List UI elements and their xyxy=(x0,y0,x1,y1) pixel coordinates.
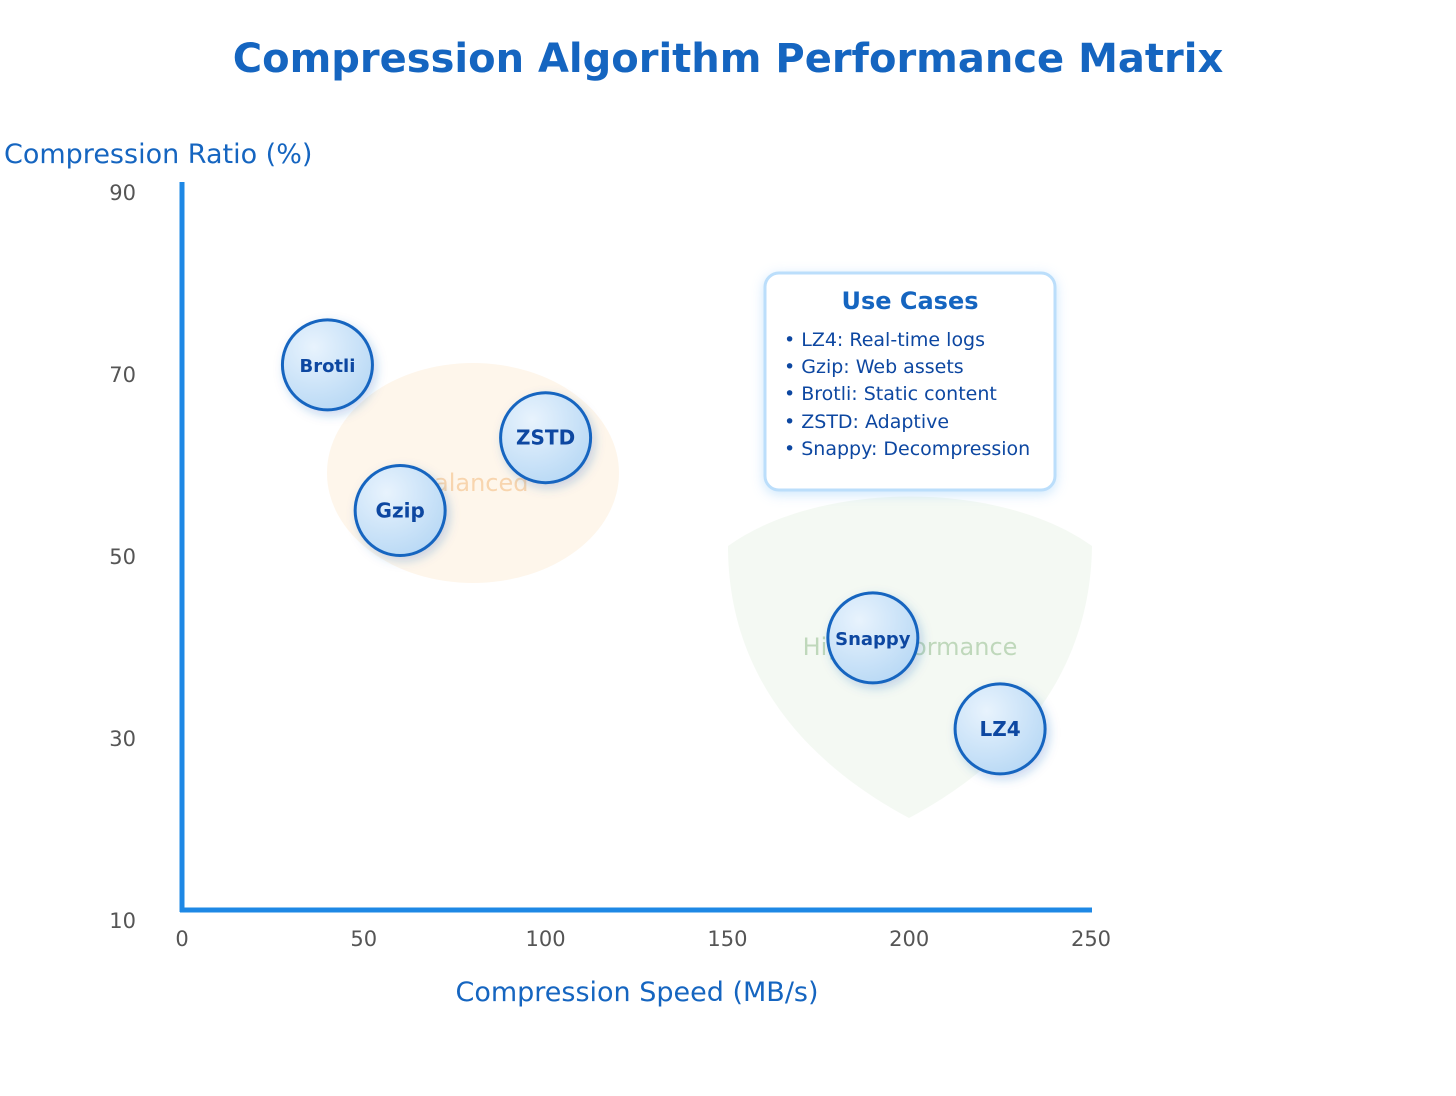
data-point-label: ZSTD xyxy=(516,426,575,450)
use-cases-box-bg xyxy=(763,271,1057,492)
y-axis-label: Compression Ratio (%) xyxy=(4,139,312,170)
y-tick-label: 90 xyxy=(109,181,136,205)
y-tick-label: 10 xyxy=(109,909,136,933)
x-tick-labels: 0 50 100 150 200 250 xyxy=(175,927,1111,951)
x-tick-label: 50 xyxy=(350,927,377,951)
data-point-snappy: Snappy xyxy=(826,591,920,685)
data-point-marker xyxy=(499,391,593,485)
y-tick-label: 30 xyxy=(109,727,136,751)
x-tick-label: 150 xyxy=(707,927,747,951)
data-point-label: Brotli xyxy=(299,356,355,377)
use-case-item: • Snappy: Decompression xyxy=(784,438,1030,460)
data-point-marker xyxy=(826,591,920,685)
x-tick-label: 250 xyxy=(1071,927,1111,951)
x-tick-label: 200 xyxy=(889,927,929,951)
data-point-marker xyxy=(280,318,374,412)
use-case-item: • LZ4: Real-time logs xyxy=(784,329,985,351)
data-point-marker xyxy=(353,464,447,557)
y-tick-label: 50 xyxy=(109,545,136,569)
use-case-item: • ZSTD: Adaptive xyxy=(784,411,949,433)
data-point-brotli: Brotli xyxy=(280,318,374,412)
use-cases-title: Use Cases xyxy=(841,287,978,315)
data-point-label: Snappy xyxy=(835,629,911,650)
data-point-lz4: LZ4 xyxy=(953,682,1047,776)
data-point-label: LZ4 xyxy=(980,717,1021,741)
data-point-gzip: Gzip xyxy=(353,464,447,557)
use-case-item: • Gzip: Web assets xyxy=(784,356,964,378)
data-points: Brotli ZSTD Gzip Snappy LZ4 xyxy=(280,318,1047,776)
data-point-marker xyxy=(953,682,1047,776)
x-axis-label: Compression Speed (MB/s) xyxy=(455,977,818,1008)
data-point-zstd: ZSTD xyxy=(499,391,593,485)
use-cases-box: Use Cases • LZ4: Real-time logs • Gzip: … xyxy=(763,271,1057,492)
use-case-item: • Brotli: Static content xyxy=(784,383,997,405)
x-tick-label: 0 xyxy=(175,927,188,951)
chart-title: Compression Algorithm Performance Matrix xyxy=(233,36,1224,82)
data-point-label: Gzip xyxy=(376,499,425,523)
y-tick-labels: 10 30 50 70 90 xyxy=(109,181,136,933)
x-tick-label: 100 xyxy=(526,927,566,951)
y-tick-label: 70 xyxy=(109,363,136,387)
